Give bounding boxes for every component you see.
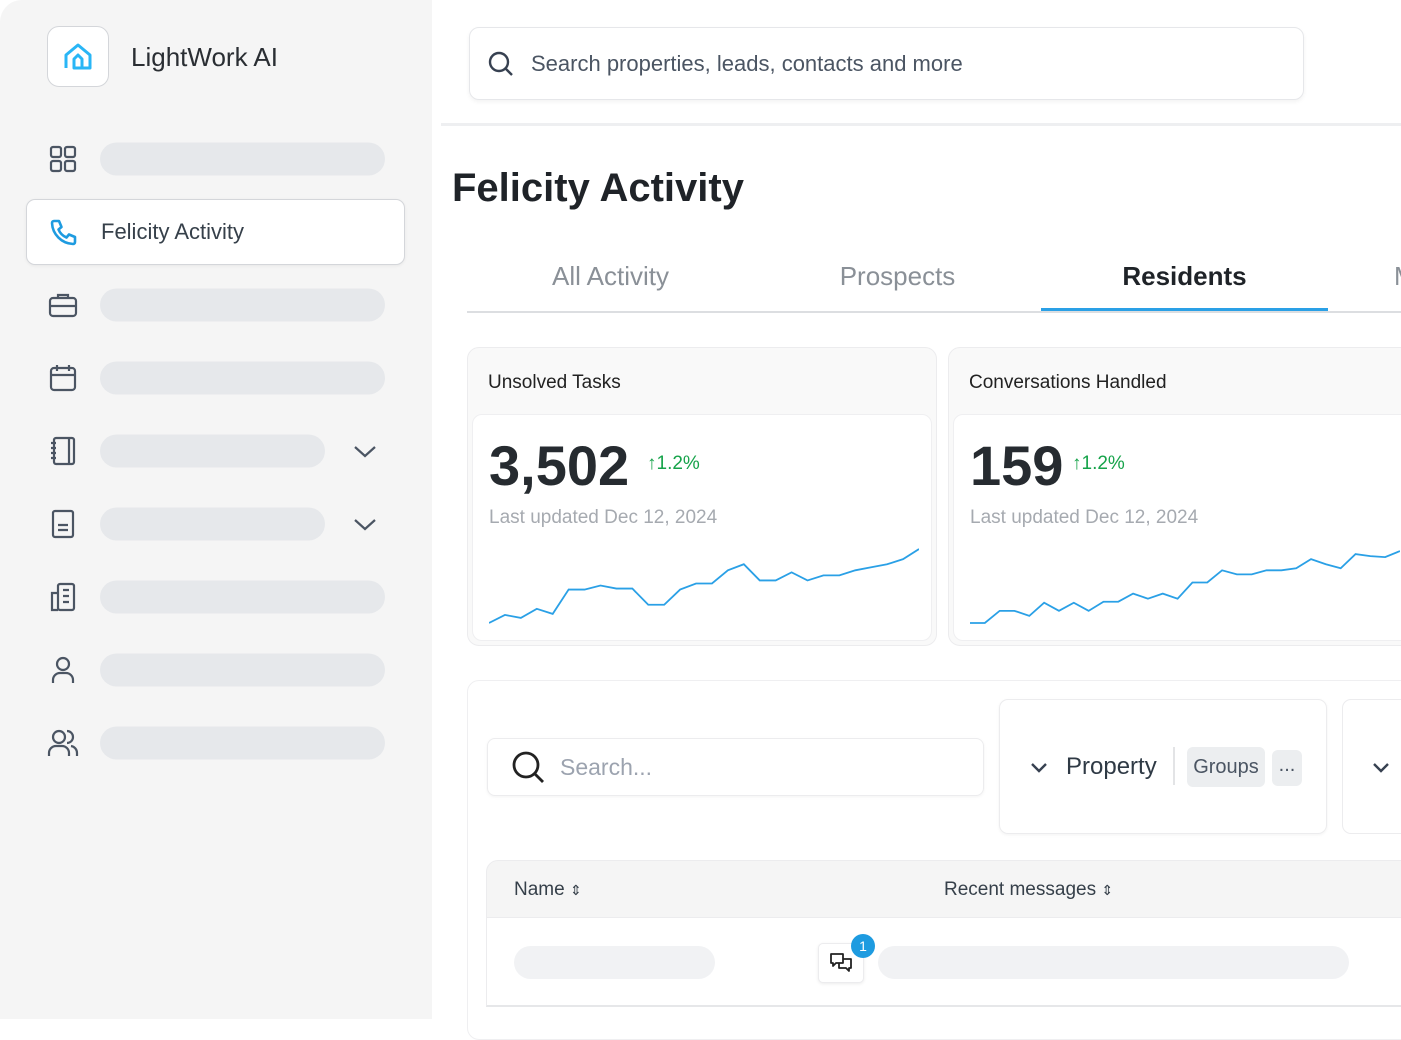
arrow-up-icon: ↑ [647, 453, 657, 474]
brand-name: LightWork AI [131, 42, 278, 72]
stat-card-conversations-handled: Conversations Handled 159 ↑1.2% Last upd… [948, 347, 1401, 646]
filter-chip-groups[interactable]: Groups [1187, 747, 1265, 787]
tab-bar: All Activity Prospects Residents M [467, 245, 1401, 313]
sparkline-chart [970, 550, 1400, 624]
global-search-input[interactable] [531, 50, 1231, 77]
stat-delta: ↑1.2% [647, 453, 700, 475]
last-updated: Last updated Dec 12, 2024 [489, 507, 718, 528]
card-body: 159 ↑1.2% Last updated Dec 12, 2024 [953, 414, 1401, 641]
label-placeholder [100, 142, 385, 176]
briefcase-icon [48, 293, 78, 318]
chat-bubbles-icon [830, 953, 852, 972]
stat-delta: ↑1.2% [1072, 453, 1125, 475]
building-icon [50, 582, 76, 612]
stat-value: 159 [970, 434, 1064, 497]
chevron-down-icon[interactable] [352, 438, 378, 464]
user-icon [51, 656, 75, 683]
delta-value: 1.2% [1081, 453, 1125, 474]
secondary-filter[interactable] [1342, 699, 1401, 834]
search-icon [488, 51, 513, 76]
table-search-input[interactable] [560, 753, 940, 781]
divider [1173, 747, 1175, 785]
search-icon [512, 751, 544, 783]
column-label: Recent messages [944, 879, 1097, 900]
filter-more-chip[interactable]: ... [1272, 750, 1302, 786]
label-placeholder [100, 361, 385, 395]
sidebar-item-calendar[interactable] [26, 345, 405, 411]
label-placeholder [100, 288, 385, 322]
table-search[interactable] [487, 738, 984, 796]
sidebar-item-users[interactable] [26, 710, 405, 776]
sidebar: LightWork AI Felicity Activity [0, 0, 432, 1019]
name-placeholder [514, 946, 715, 979]
filter-label: Property [1066, 753, 1157, 780]
sort-icon: ⇕ [569, 882, 582, 898]
tab-all-activity[interactable]: All Activity [551, 261, 670, 291]
tab-more[interactable]: M [1328, 245, 1401, 311]
label-placeholder [100, 580, 385, 614]
message-placeholder [878, 946, 1349, 979]
sidebar-item-buildings[interactable] [26, 564, 405, 630]
chevron-down-icon [1031, 763, 1047, 773]
sidebar-item-briefcase[interactable] [26, 272, 405, 338]
global-search[interactable] [469, 27, 1304, 100]
label-placeholder [100, 434, 325, 468]
stat-card-unsolved-tasks: Unsolved Tasks 3,502 ↑1.2% Last updated … [467, 347, 937, 646]
delta-value: 1.2% [656, 453, 700, 474]
sidebar-item-user[interactable] [26, 637, 405, 703]
calendar-icon [49, 365, 77, 392]
notebook-icon [51, 436, 76, 466]
column-label: Name [514, 879, 565, 900]
last-updated: Last updated Dec 12, 2024 [970, 507, 1199, 528]
users-icon [47, 729, 79, 756]
sparkline-chart [489, 548, 919, 624]
sort-icon: ⇕ [1101, 882, 1114, 898]
sidebar-item-label: Felicity Activity [101, 219, 245, 244]
table-row[interactable]: 1 [486, 917, 1401, 1007]
sidebar-item-dashboard[interactable] [26, 126, 405, 192]
stat-value: 3,502 [489, 434, 630, 497]
property-filter[interactable]: Property Groups ... [999, 699, 1327, 834]
card-title: Conversations Handled [969, 372, 1167, 393]
book-icon [51, 509, 75, 539]
arrow-up-icon: ↑ [1072, 453, 1082, 474]
chevron-down-icon [1373, 763, 1389, 773]
unread-badge: 1 [851, 934, 875, 958]
phone-icon [50, 219, 77, 246]
sidebar-item-notebook[interactable] [26, 418, 405, 484]
header-divider [441, 123, 1401, 126]
house-icon [64, 43, 92, 69]
card-title: Unsolved Tasks [488, 372, 621, 393]
sidebar-item-book[interactable] [26, 491, 405, 557]
table-header: Name ⇕ Recent messages ⇕ [486, 860, 1401, 918]
chevron-down-icon[interactable] [352, 511, 378, 537]
tab-prospects[interactable]: Prospects [839, 261, 956, 291]
messages-button[interactable] [818, 943, 864, 983]
label-placeholder [100, 726, 385, 760]
grid-icon [49, 145, 77, 173]
app-logo[interactable] [47, 26, 109, 87]
column-header-name[interactable]: Name ⇕ [514, 879, 582, 901]
sidebar-item-felicity-activity[interactable]: Felicity Activity [26, 199, 405, 265]
sparkline-series [970, 550, 1400, 624]
sparkline-series [489, 548, 919, 624]
column-header-recent-messages[interactable]: Recent messages ⇕ [944, 879, 1113, 901]
label-placeholder [100, 507, 325, 541]
page-title: Felicity Activity [452, 166, 744, 210]
tab-residents[interactable]: Residents [1041, 245, 1328, 311]
label-placeholder [100, 653, 385, 687]
card-body: 3,502 ↑1.2% Last updated Dec 12, 2024 [472, 414, 932, 641]
